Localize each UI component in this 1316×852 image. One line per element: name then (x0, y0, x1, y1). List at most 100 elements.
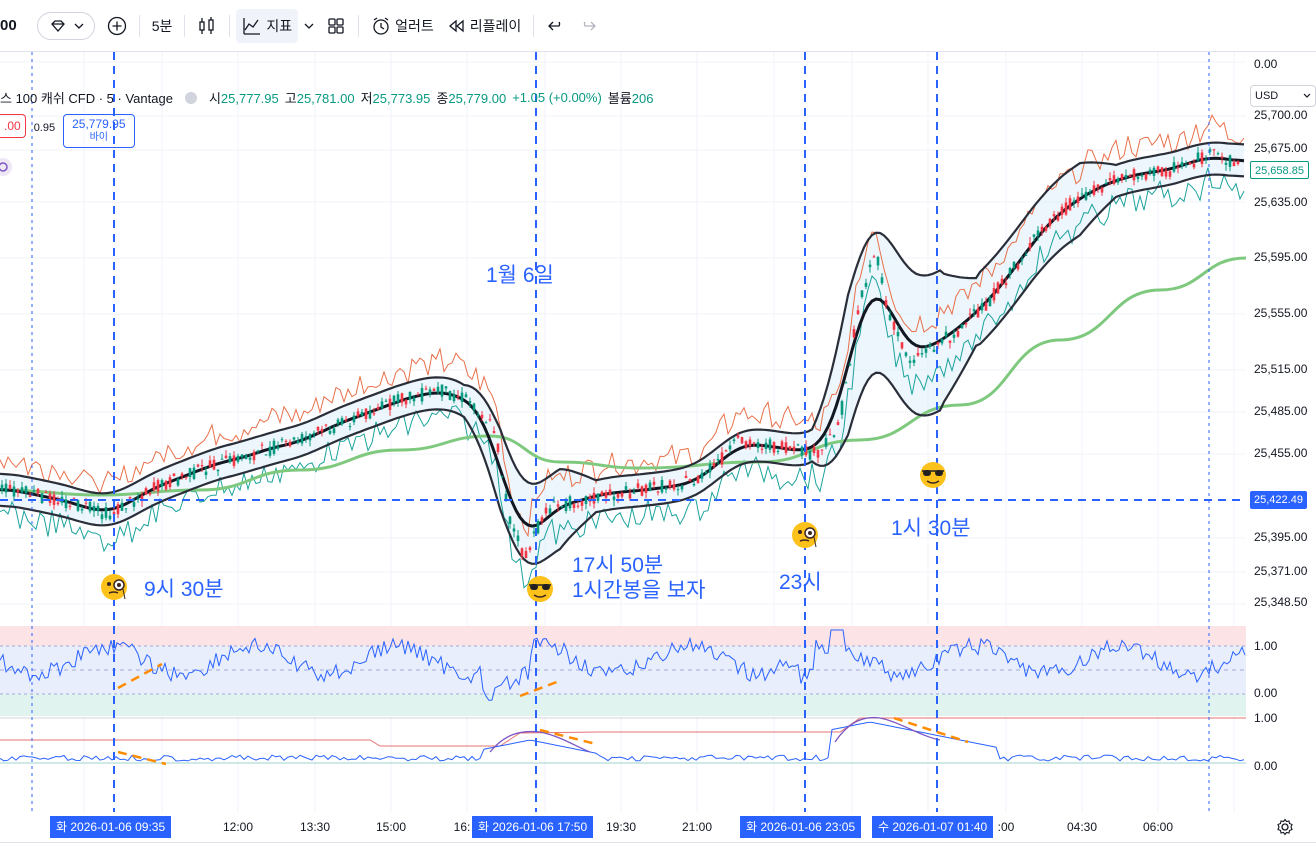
candle-body (764, 442, 768, 449)
time-flag-2305[interactable]: 화 2026-01-06 23:05 (740, 816, 862, 838)
candle-body (792, 446, 796, 451)
legend-title[interactable]: 스 100 캐쉬 CFD · 5 · Vantage (0, 91, 173, 106)
candle-body (676, 489, 680, 491)
oversold-zone (0, 694, 1246, 716)
buy-label: 바이 (89, 132, 108, 143)
candle-body (572, 504, 576, 508)
candle-body (584, 496, 588, 504)
rewind-icon (446, 16, 466, 36)
candle-body (776, 450, 780, 452)
candle-body (1148, 169, 1152, 173)
candle-body (56, 502, 60, 505)
candle-body (652, 481, 656, 485)
candle-body (1020, 259, 1024, 261)
undo-button[interactable] (540, 9, 572, 43)
candle-body (936, 342, 940, 345)
candle-body (1072, 200, 1076, 202)
time-flag-1750[interactable]: 화 2026-01-06 17:50 (472, 816, 594, 838)
sunglasses-face-icon[interactable] (918, 460, 948, 490)
symbol-type-dropdown[interactable] (36, 11, 95, 40)
sunglasses-face-icon[interactable] (525, 574, 555, 604)
candle-body (944, 331, 948, 337)
candle-body (72, 498, 76, 500)
price-axis[interactable]: 0.00 25,700.00 25,675.00 25,635.00 25,59… (1246, 52, 1316, 812)
candle-body (576, 505, 580, 507)
candle-body (788, 446, 792, 450)
price-tick: 25,348.50 (1254, 595, 1308, 609)
channel-lower-line (0, 167, 1245, 589)
annotation-0930[interactable]: 9시 30분 (144, 578, 224, 601)
candle-body (356, 411, 360, 416)
price-tick: 25,371.00 (1254, 564, 1308, 578)
candle-body (832, 435, 836, 437)
candle-body (1092, 185, 1096, 195)
candle-body (112, 511, 116, 515)
redo-button[interactable] (572, 9, 604, 43)
candle-body (592, 492, 596, 504)
candle-body (168, 477, 172, 488)
interval-button[interactable]: 5분 (151, 17, 173, 34)
candle-body (412, 397, 416, 402)
buy-button[interactable]: 25,779.95 바이 (63, 114, 135, 148)
undo-icon (546, 16, 566, 36)
annotation-0130[interactable]: 1시 30분 (891, 517, 971, 540)
replay-button[interactable]: 리플레이 (440, 9, 528, 43)
candle-body (736, 435, 740, 438)
candle-body (376, 407, 380, 410)
candle-body (956, 331, 960, 337)
alert-button[interactable]: 얼러트 (365, 9, 440, 43)
candle-body (1156, 166, 1160, 171)
candle-body (900, 342, 904, 349)
time-tick: :00 (997, 820, 1015, 834)
candle-body (1176, 167, 1180, 169)
candle-body (1200, 152, 1204, 164)
sell-button[interactable]: .00 (0, 114, 26, 138)
candle-body (208, 460, 212, 467)
candle-body (828, 434, 832, 436)
indicators-menu-button[interactable] (298, 9, 320, 43)
bollinger-lower-line (0, 173, 1245, 565)
add-symbol-button[interactable] (101, 9, 133, 43)
indicators-button[interactable]: 지표 (236, 8, 299, 43)
candle-body (964, 323, 968, 325)
candle-body (396, 394, 400, 403)
monocle-face-icon[interactable] (99, 572, 129, 602)
candle-body (84, 502, 88, 504)
gear-icon[interactable] (1276, 818, 1294, 836)
sync-icon[interactable] (0, 158, 12, 176)
candle-body (740, 437, 744, 444)
layout-button[interactable] (320, 9, 352, 43)
chart-svg[interactable] (0, 52, 1246, 812)
legend-status-dot (184, 91, 197, 104)
candle-body (760, 448, 764, 450)
time-flag-0935[interactable]: 화 2026-01-06 09:35 (50, 816, 172, 838)
candle-body (520, 548, 524, 557)
current-price-flag[interactable]: 25,658.85 (1250, 161, 1309, 179)
candle-body (684, 475, 688, 479)
candle-body (364, 408, 368, 419)
candle-body (1004, 282, 1008, 286)
candle-body (260, 444, 264, 446)
currency-selector[interactable]: USD (1250, 85, 1316, 107)
time-flag-0140[interactable]: 수 2026-01-07 01:40 (872, 816, 994, 838)
chart-canvas[interactable]: 스 100 캐쉬 CFD · 5 · Vantage 시25,777.95 고2… (0, 52, 1246, 812)
annotation-date[interactable]: 1월 6일 (486, 264, 554, 287)
symbol-code[interactable]: 00 (0, 17, 17, 34)
low-value: 25,773.95 (372, 91, 431, 106)
annotation-2300[interactable]: 23시 (779, 571, 822, 594)
annotation-hourly[interactable]: 1시간봉을 보자 (572, 579, 706, 602)
candle-body (644, 484, 648, 493)
time-axis[interactable]: 12:00 13:30 15:00 16: 19:30 21:00 :00 04… (0, 812, 1316, 842)
candle-body (620, 493, 624, 497)
annotation-1750[interactable]: 17시 50분 (572, 554, 664, 577)
candle-body (172, 473, 176, 477)
chart-type-button[interactable] (191, 9, 223, 43)
candle-body (784, 442, 788, 453)
crosshair-price-flag[interactable]: 25,422.49 (1250, 491, 1307, 509)
monocle-face-icon[interactable] (790, 520, 820, 550)
candle-body (708, 464, 712, 473)
candle-body (140, 495, 144, 502)
candle-body (560, 506, 564, 508)
candle-body (404, 400, 408, 405)
candle-body (868, 264, 872, 268)
